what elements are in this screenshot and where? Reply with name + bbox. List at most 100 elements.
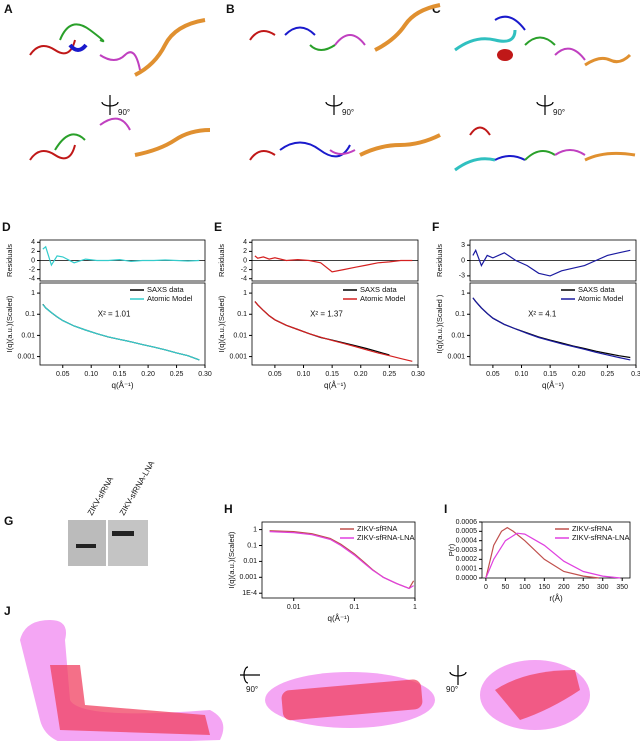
data-line xyxy=(472,248,631,277)
y-tick-label: 0.0002 xyxy=(456,556,478,563)
gel-lane xyxy=(68,520,106,566)
plot-frame xyxy=(261,521,416,599)
rotation-label: 90° xyxy=(342,108,354,117)
y-tick-label: 1 xyxy=(243,290,247,297)
y-tick-label: -4 xyxy=(241,276,247,283)
legend-label: SAXS data xyxy=(147,285,185,294)
panel-label: I xyxy=(444,502,447,516)
rotation-label: 90° xyxy=(446,685,458,694)
x-tick-label: 0.25 xyxy=(383,371,397,378)
x-axis-label: q(Å⁻¹) xyxy=(112,381,134,390)
envelopes xyxy=(20,620,590,741)
legend-label: SAXS data xyxy=(360,285,398,294)
x-tick-label: 0.1 xyxy=(349,604,359,611)
annotation: X² = 1.01 xyxy=(98,309,131,318)
data-line xyxy=(472,297,631,361)
legend-label: Atomic Model xyxy=(147,294,193,303)
panel-label: D xyxy=(2,220,11,234)
data-line xyxy=(472,297,631,359)
y-tick-label: 0.01 xyxy=(233,332,247,339)
x-tick-label: 0 xyxy=(484,584,488,591)
legend-label: ZIKV-sfRNA xyxy=(572,524,612,533)
y-tick-label: 0.001 xyxy=(17,353,35,360)
x-tick-label: 0.3 xyxy=(631,371,640,378)
gel-label: ZIKV-sfRNA-LNA xyxy=(118,459,157,517)
y-tick-label: 0 xyxy=(31,257,35,264)
y-tick-label: -4 xyxy=(29,276,35,283)
x-tick-label: 0.05 xyxy=(56,371,70,378)
y-tick-label: 1 xyxy=(253,526,257,533)
panel-label: G xyxy=(4,514,13,528)
x-tick-label: 0.10 xyxy=(84,371,98,378)
data-line xyxy=(485,532,621,579)
rotation-label: 90° xyxy=(553,108,565,117)
annotation: X² = 1.37 xyxy=(310,309,343,318)
y-tick-label: 0.001 xyxy=(239,574,257,581)
x-tick-label: 0.01 xyxy=(287,604,301,611)
x-tick-label: 0.20 xyxy=(572,371,586,378)
gel-label: ZIKV-sfRNA xyxy=(86,475,116,517)
y-tick-label: 3 xyxy=(461,242,465,249)
data-line xyxy=(42,245,200,267)
x-tick-label: 0.05 xyxy=(486,371,500,378)
x-axis-label: q(Å⁻¹) xyxy=(328,614,350,623)
legend-label: ZIKV-sfRNA-LNA xyxy=(357,533,415,542)
y-tick-label: 0.001 xyxy=(447,353,465,360)
data-line xyxy=(269,531,414,590)
y-tick-label: 0 xyxy=(461,257,465,264)
x-axis-label: q(Å⁻¹) xyxy=(542,381,564,390)
y-tick-label: 0 xyxy=(243,257,247,264)
x-tick-label: 200 xyxy=(558,584,570,591)
x-tick-label: 0.10 xyxy=(515,371,529,378)
y-tick-label: 0.1 xyxy=(25,311,35,318)
x-tick-label: 50 xyxy=(501,584,509,591)
data-line xyxy=(254,255,413,273)
y-tick-label: 0.1 xyxy=(247,542,257,549)
panel-label: B xyxy=(226,2,235,16)
rotation-label: 90° xyxy=(118,108,130,117)
legend-label: ZIKV-sfRNA xyxy=(357,524,397,533)
x-axis-label: q(Å⁻¹) xyxy=(324,381,346,390)
x-tick-label: 100 xyxy=(519,584,531,591)
x-tick-label: 300 xyxy=(597,584,609,591)
panel-label: F xyxy=(432,220,439,234)
gel-lane xyxy=(108,520,148,566)
y-axis-label: I(q)(a.u.)(Scaled) xyxy=(217,295,226,352)
x-tick-label: 0.30 xyxy=(198,371,212,378)
y-tick-label: -3 xyxy=(459,273,465,280)
rotation-arrows xyxy=(101,95,554,685)
y-tick-label: 0.0004 xyxy=(456,538,478,545)
y-axis-label: I(q)(a.u.)(Scaled) xyxy=(5,295,14,352)
panel-label: J xyxy=(4,604,11,618)
x-tick-label: 0.05 xyxy=(268,371,282,378)
x-tick-label: 0.15 xyxy=(113,371,127,378)
x-tick-label: 0.20 xyxy=(141,371,155,378)
panel-label: A xyxy=(4,2,13,16)
legend-label: Atomic Model xyxy=(578,294,624,303)
panel-label: E xyxy=(214,220,222,234)
rotation-label: 90° xyxy=(246,685,258,694)
y-axis-label: I(q)(a.u.)(Scaled) xyxy=(227,531,236,588)
x-tick-label: 250 xyxy=(577,584,589,591)
y-tick-label: 0.0006 xyxy=(456,519,478,526)
x-tick-label: 350 xyxy=(616,584,628,591)
y-tick-label: 0.01 xyxy=(451,332,465,339)
y-axis-label: I(q)(a.u.)(Scaled ) xyxy=(435,294,444,353)
y-tick-label: 4 xyxy=(243,239,247,246)
annotation: X² = 4.1 xyxy=(528,309,557,318)
y-tick-label: 1 xyxy=(461,290,465,297)
y-tick-label: 1E-4 xyxy=(242,590,257,597)
y-tick-label: 0.0005 xyxy=(456,528,478,535)
plot-frame xyxy=(251,282,419,366)
x-tick-label: 0.10 xyxy=(297,371,311,378)
y-tick-label: 0.1 xyxy=(237,311,247,318)
x-tick-label: 0.15 xyxy=(543,371,557,378)
y-tick-label: 0.01 xyxy=(21,332,35,339)
legend-label: Atomic Model xyxy=(360,294,406,303)
plot-frame xyxy=(39,282,206,366)
y-tick-label: 0.001 xyxy=(229,353,247,360)
data-line xyxy=(485,526,599,579)
structures xyxy=(29,3,636,172)
y-axis-label: P(r) xyxy=(447,543,456,556)
